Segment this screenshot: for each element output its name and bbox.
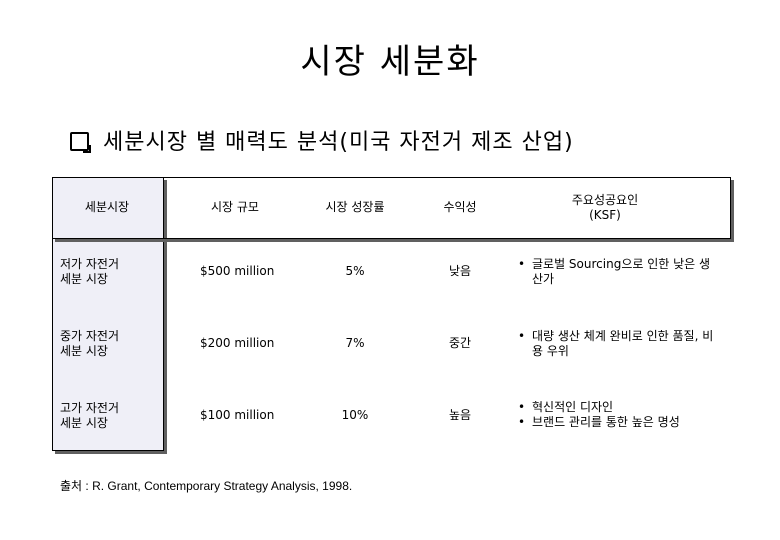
ksf-list-high: 혁신적인 디자인 브랜드 관리를 통한 높은 명성	[518, 400, 728, 430]
segment-column-panel	[52, 177, 164, 451]
list-item: 글로벌 Sourcing으로 인한 낮은 생산가	[518, 257, 718, 287]
list-item: 혁신적인 디자인	[518, 400, 728, 415]
list-item: 브랜드 관리를 통한 높은 명성	[518, 415, 728, 430]
header-size: 시장 규모	[211, 200, 259, 214]
list-item: 대량 생산 체계 완비로 인한 품질, 비용 우위	[518, 329, 723, 359]
header-band	[52, 177, 731, 239]
segment-high: 고가 자전거 세분 시장	[60, 401, 120, 430]
size-low: $500 million	[200, 264, 275, 278]
page-title: 시장 세분화	[300, 42, 480, 82]
header-growth: 시장 성장률	[325, 200, 385, 214]
size-mid: $200 million	[200, 336, 275, 350]
checkbox-bullet-icon	[70, 131, 91, 153]
size-high: $100 million	[200, 408, 275, 422]
segment-mid: 중가 자전거 세분 시장	[60, 329, 120, 358]
profit-mid: 중간	[448, 336, 472, 350]
profit-high: 높음	[448, 408, 472, 422]
growth-mid: 7%	[345, 336, 365, 350]
section-heading-text: 세분시장 별 매력도 분석(미국 자전거 제조 산업)	[103, 130, 574, 155]
header-segment: 세분시장	[84, 200, 130, 214]
header-profit: 수익성	[443, 200, 477, 214]
ksf-list-mid: 대량 생산 체계 완비로 인한 품질, 비용 우위	[518, 329, 723, 359]
source-citation: 출처 : R. Grant, Contemporary Strategy Ana…	[60, 479, 353, 493]
growth-low: 5%	[345, 264, 365, 278]
segment-low: 저가 자전거 세분 시장	[60, 257, 120, 286]
header-ksf: 주요성공요인 (KSF)	[571, 193, 639, 222]
profit-low: 낮음	[448, 264, 472, 278]
ksf-list-low: 글로벌 Sourcing으로 인한 낮은 생산가	[518, 257, 718, 287]
section-heading: 세분시장 별 매력도 분석(미국 자전거 제조 산업)	[70, 124, 574, 156]
growth-high: 10%	[341, 408, 369, 422]
